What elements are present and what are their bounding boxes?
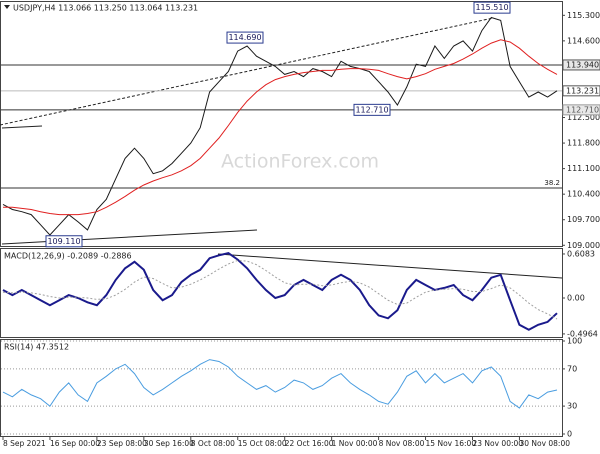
level-box xyxy=(562,104,600,116)
rsi-title: RSI(14) 47.3512 xyxy=(4,343,69,352)
series-line xyxy=(2,252,558,331)
y-tick-label: 0.00 xyxy=(567,293,585,302)
y-tick-label: 109.700 xyxy=(567,215,600,224)
x-tick-label: 30 Sep 16:00 xyxy=(144,439,194,448)
y-tick-label: 115.300 xyxy=(567,11,600,20)
annotation-label: 115.510 xyxy=(475,3,508,12)
macd-title: MACD(12,26,9) -0.2089 -0.2886 xyxy=(4,252,132,261)
level-box xyxy=(562,59,600,71)
level-box xyxy=(562,85,600,97)
annotation-box xyxy=(473,1,511,14)
trend-line xyxy=(1,125,43,129)
y-tick-label: 112.500 xyxy=(567,113,600,122)
x-tick-label: 1 Nov 00:00 xyxy=(332,439,378,448)
level-label: 112.710 xyxy=(566,105,599,114)
series-line xyxy=(2,259,558,320)
annotation-box xyxy=(353,103,391,116)
series-line xyxy=(3,39,558,216)
chart-title: USDJPY,H4 113.066 113.250 113.064 113.23… xyxy=(13,4,198,13)
price-panel xyxy=(0,1,563,247)
series-line xyxy=(2,359,558,409)
macd-trend-line xyxy=(217,253,563,279)
x-tick-label: 15 Nov 16:00 xyxy=(426,439,477,448)
menu-icon xyxy=(4,5,10,9)
annotation-label: 114.690 xyxy=(228,33,261,42)
rsi-panel xyxy=(0,339,563,437)
y-tick-label: 114.600 xyxy=(567,36,600,45)
x-tick-label: 23 Nov 00:00 xyxy=(472,439,523,448)
x-tick-label: 15 Oct 08:00 xyxy=(238,439,287,448)
series-line xyxy=(2,16,558,236)
annotation-box xyxy=(226,31,264,44)
y-tick-label: 111.800 xyxy=(567,139,600,148)
x-tick-label: 30 Nov 08:00 xyxy=(519,439,570,448)
y-tick-label: -0.4964 xyxy=(567,329,598,338)
x-tick-label: 8 Oct 08:00 xyxy=(191,439,235,448)
annotation-box xyxy=(45,235,83,248)
watermark: ActionForex.com xyxy=(221,151,379,173)
trend-line xyxy=(1,229,258,245)
fib-label: 38.2 xyxy=(544,179,560,187)
annotation-label: 109.110 xyxy=(47,237,80,246)
y-tick-label: 111.100 xyxy=(567,164,600,173)
macd-panel xyxy=(0,248,563,338)
level-label: 113.231 xyxy=(566,86,599,95)
x-tick-label: 23 Sep 08:00 xyxy=(97,439,147,448)
x-tick-label: 22 Oct 16:00 xyxy=(285,439,334,448)
level-label: 113.940 xyxy=(566,60,599,69)
x-tick-label: 16 Sep 00:00 xyxy=(50,439,100,448)
y-tick-label: 100 xyxy=(567,337,582,346)
y-tick-label: 70 xyxy=(567,364,577,373)
y-tick-label: 0.6083 xyxy=(567,249,595,258)
y-tick-label: 0 xyxy=(567,430,572,439)
y-tick-label: 110.400 xyxy=(567,190,600,199)
x-tick-label: 8 Nov 08:00 xyxy=(379,439,425,448)
y-tick-label: 30 xyxy=(567,402,577,411)
x-tick-label: 8 Sep 2021 xyxy=(3,439,46,448)
annotation-label: 112.710 xyxy=(355,105,388,114)
y-tick-label: 109.000 xyxy=(567,241,600,250)
trend-line xyxy=(0,17,494,126)
